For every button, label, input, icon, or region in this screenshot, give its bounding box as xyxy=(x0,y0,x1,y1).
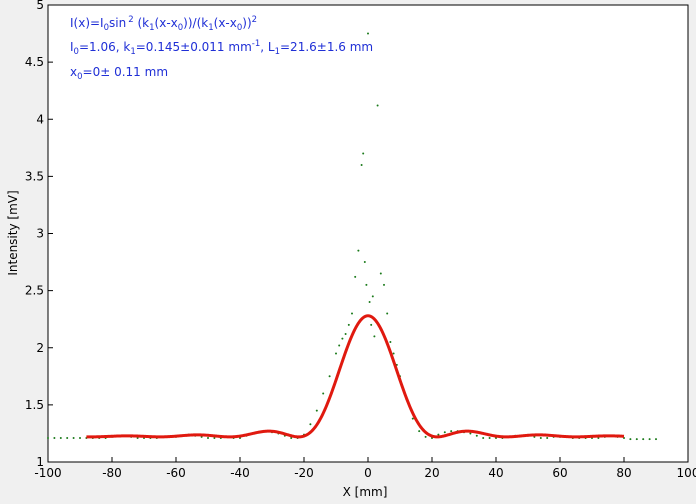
x-tick-label: -20 xyxy=(294,466,314,480)
data-point xyxy=(357,249,360,252)
data-point xyxy=(373,335,376,338)
y-axis-label: Intensity [mV] xyxy=(6,190,20,275)
y-tick-label: 1 xyxy=(36,455,44,469)
data-point xyxy=(386,312,389,315)
x-tick-label: -100 xyxy=(34,466,61,480)
data-point xyxy=(363,261,366,264)
data-point xyxy=(47,437,49,440)
data-point xyxy=(79,437,81,440)
data-point xyxy=(392,352,395,355)
y-tick-label: 1.5 xyxy=(25,398,44,412)
data-point xyxy=(213,437,216,440)
data-point xyxy=(72,437,75,440)
data-point xyxy=(338,344,341,347)
x-tick-label: -40 xyxy=(230,466,250,480)
x-tick-label: -60 xyxy=(166,466,186,480)
y-tick-label: 3.5 xyxy=(25,169,44,183)
y-tick-label: 5 xyxy=(36,0,44,12)
data-point xyxy=(347,323,350,326)
data-point xyxy=(642,438,645,441)
x-tick-label: 20 xyxy=(424,466,439,480)
data-point xyxy=(360,163,363,166)
x-tick-label: 0 xyxy=(364,466,372,480)
data-point xyxy=(424,435,427,438)
data-point xyxy=(354,275,357,278)
data-point xyxy=(367,32,369,35)
x-tick-label: -80 xyxy=(102,466,122,480)
data-point xyxy=(66,437,69,440)
data-point xyxy=(53,437,56,440)
data-point xyxy=(376,104,379,107)
data-point xyxy=(475,434,478,437)
y-tick-label: 4.5 xyxy=(25,55,44,69)
data-point xyxy=(365,283,368,286)
x-tick-label: 60 xyxy=(552,466,567,480)
data-point xyxy=(383,283,385,286)
data-point xyxy=(59,437,62,440)
data-point xyxy=(371,295,374,298)
data-point xyxy=(322,392,325,395)
x-axis-label: X [mm] xyxy=(343,485,388,499)
y-tick-label: 4 xyxy=(36,112,44,126)
data-point xyxy=(539,437,542,440)
formula-annotation: I(x)=I0sin 2 (k1(x-x0))/(k1(x-x0))2 xyxy=(70,15,257,33)
y-tick-label: 2.5 xyxy=(25,284,44,298)
data-point xyxy=(629,438,632,441)
data-point xyxy=(389,341,392,344)
data-point xyxy=(546,437,549,440)
data-point xyxy=(328,375,331,378)
data-point xyxy=(207,437,209,440)
data-point xyxy=(648,438,651,441)
data-point xyxy=(488,437,491,440)
params-annotation: I0=1.06, k1=0.145±0.011 mm-1, L1=21.6±1.… xyxy=(70,39,373,57)
data-point xyxy=(344,333,347,336)
y-tick-label: 2 xyxy=(36,341,44,355)
data-point xyxy=(351,312,353,315)
data-point xyxy=(411,417,414,420)
x-tick-label: 80 xyxy=(616,466,631,480)
data-point xyxy=(469,432,472,435)
data-point xyxy=(482,437,485,440)
data-point xyxy=(335,352,337,355)
x-tick-label: 100 xyxy=(677,466,696,480)
y-axis-ticks: 1 1.5 2 2.5 3 3.5 4 4.5 5 xyxy=(25,0,53,469)
data-point xyxy=(418,430,421,433)
data-point xyxy=(450,430,453,433)
data-point xyxy=(655,438,657,441)
plot-area xyxy=(47,4,689,463)
data-point xyxy=(290,437,293,440)
data-point xyxy=(370,323,373,326)
x-axis-ticks: -100 -80 -60 -40 -20 0 20 40 60 80 100 xyxy=(34,457,696,480)
data-point xyxy=(315,409,318,412)
x0-annotation: x0=0± 0.11 mm xyxy=(70,65,168,82)
data-point xyxy=(437,433,440,436)
data-point xyxy=(362,152,365,155)
data-point xyxy=(379,272,382,275)
data-point xyxy=(341,337,344,340)
x-tick-label: 40 xyxy=(488,466,503,480)
data-point xyxy=(368,301,371,304)
y-tick-label: 3 xyxy=(36,227,44,241)
data-point xyxy=(309,423,312,426)
data-point xyxy=(443,431,446,434)
data-point xyxy=(635,438,638,441)
fit-curve xyxy=(85,314,625,439)
